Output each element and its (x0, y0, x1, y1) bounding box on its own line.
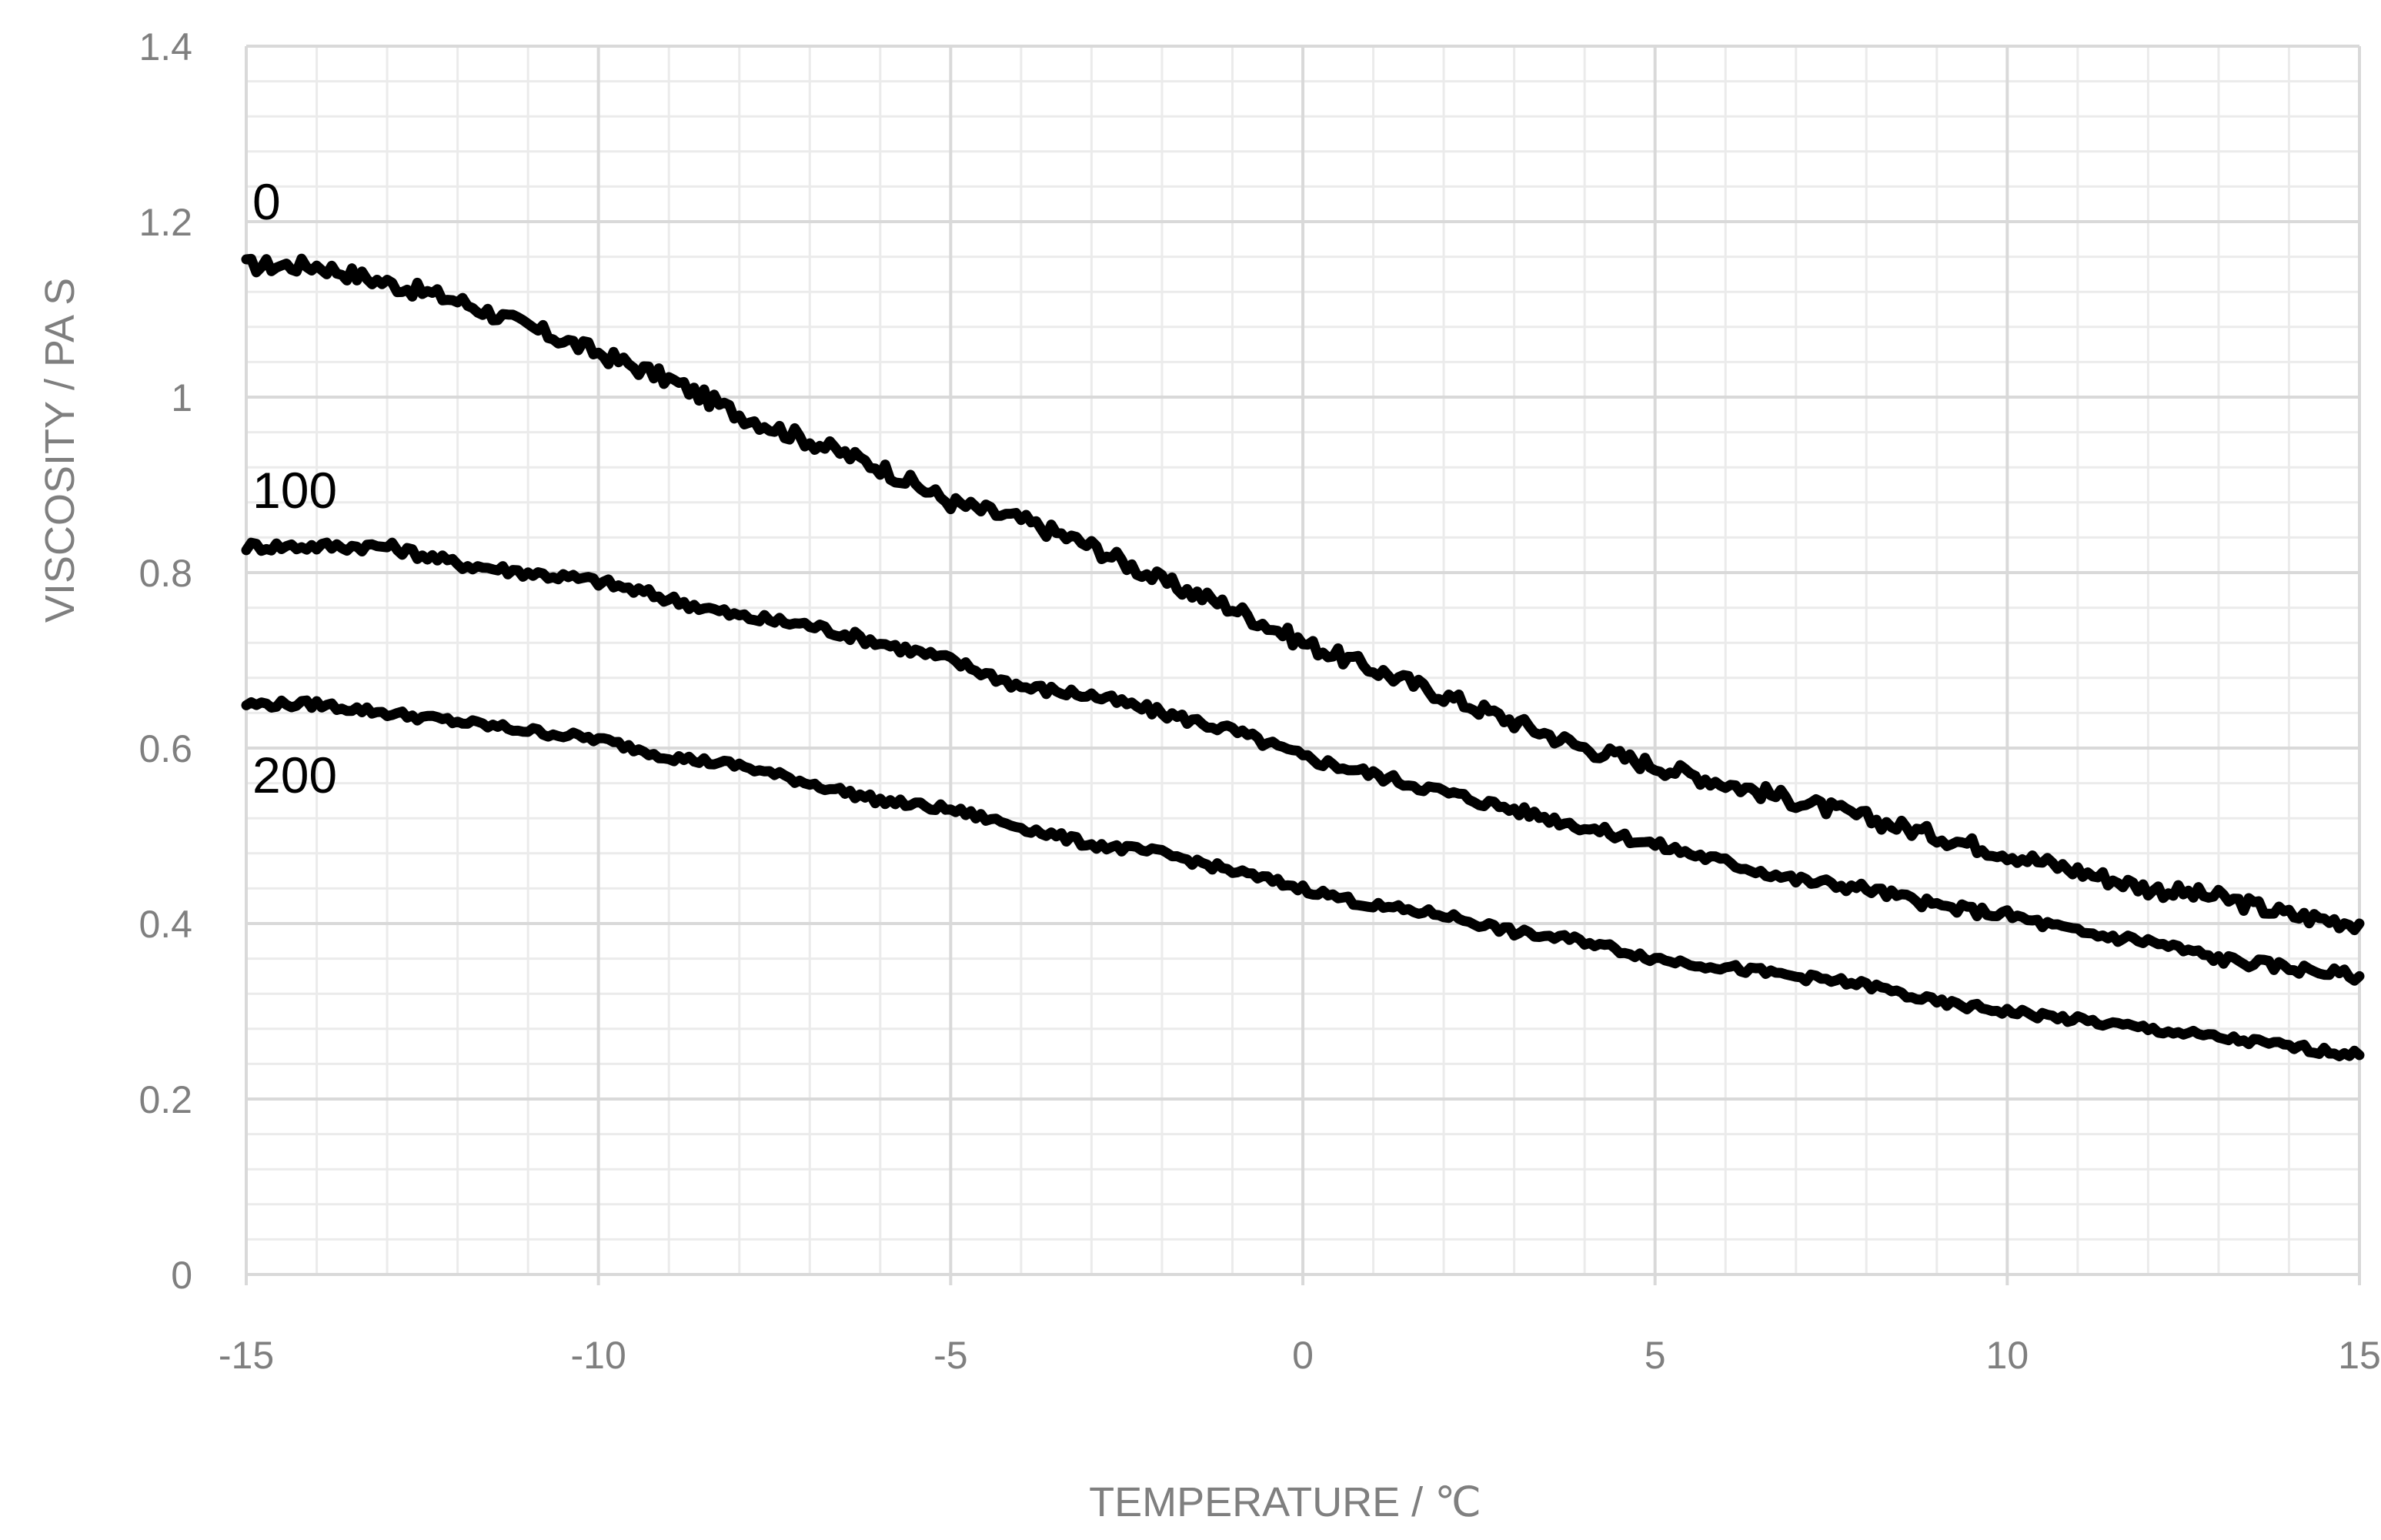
series-lines (241, 253, 2365, 1061)
x-tick-label: 15 (2338, 1334, 2381, 1377)
y-tick-label: 0 (171, 1254, 192, 1297)
x-tick-label: 5 (1645, 1334, 1666, 1377)
x-tick-labels: -15 -10 -5 0 5 10 15 (219, 1334, 2381, 1377)
x-axis-title: TEMPERATURE / ℃ (1089, 1479, 1481, 1525)
y-axis-title: VISCOSITY / PA S (37, 278, 83, 623)
axes (245, 46, 2361, 1285)
x-tick-label: -10 (571, 1334, 626, 1377)
y-tick-labels: 0 0.2 0.4 0.6 0.8 1 1.2 1.4 (139, 25, 192, 1297)
y-tick-label: 1 (171, 376, 192, 419)
series-label-0: 0 (252, 173, 281, 230)
plot-area: 0 100 200 (241, 45, 2365, 1285)
y-tick-label: 0.8 (139, 552, 192, 595)
y-tick-label: 1.4 (139, 25, 192, 68)
y-tick-label: 0.6 (139, 727, 192, 770)
series-line-200 (241, 695, 2365, 1061)
x-tick-label: 0 (1292, 1334, 1314, 1377)
series-label-100: 100 (252, 462, 337, 519)
x-tick-label: -5 (933, 1334, 967, 1377)
x-tick-label: -15 (219, 1334, 274, 1377)
series-labels: 0 100 200 (252, 173, 337, 803)
x-tick-label: 10 (1986, 1334, 2029, 1377)
series-line-100 (241, 537, 2365, 986)
series-line-0 (241, 253, 2365, 936)
series-label-200: 200 (252, 747, 337, 803)
y-tick-label: 0.2 (139, 1078, 192, 1121)
y-tick-label: 1.2 (139, 201, 192, 244)
y-tick-label: 0.4 (139, 903, 192, 946)
